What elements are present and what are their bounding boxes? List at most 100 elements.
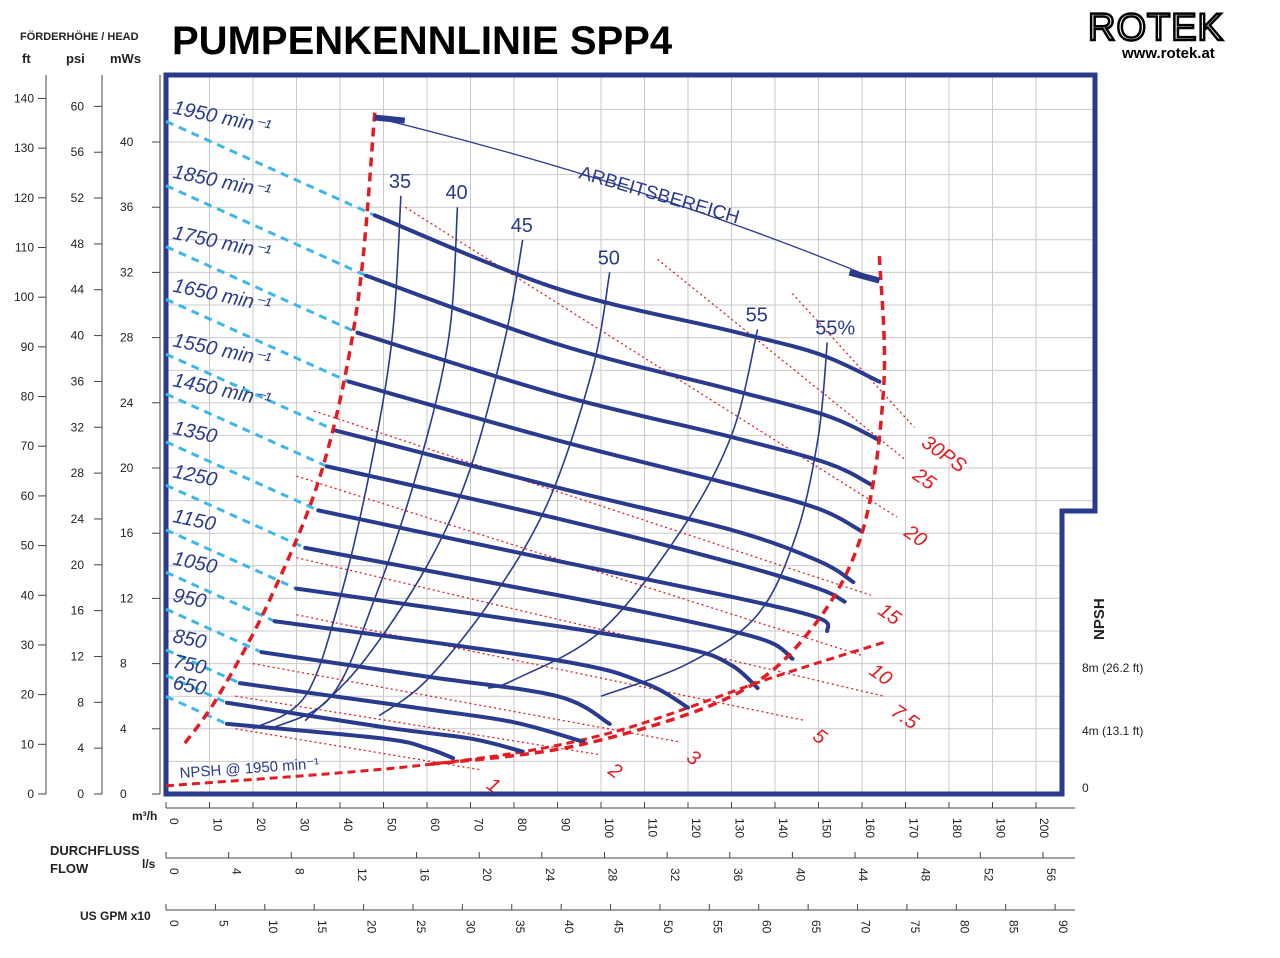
unit-gpm: US GPM x10 bbox=[80, 909, 151, 923]
gpm-tick-label: 5 bbox=[216, 920, 230, 927]
psi-tick-label: 60 bbox=[71, 99, 85, 113]
psi-tick-label: 48 bbox=[71, 237, 85, 251]
psi-tick-label: 32 bbox=[71, 420, 85, 434]
mws-tick-label: 0 bbox=[120, 787, 127, 801]
speed-curve-3 bbox=[346, 379, 864, 534]
ft-tick-label: 20 bbox=[21, 688, 35, 702]
psi-tick-label: 24 bbox=[71, 512, 85, 526]
speed-curve-10 bbox=[259, 650, 612, 726]
ft-tick-label: 100 bbox=[14, 290, 34, 304]
efficiency-curve-3 bbox=[378, 272, 611, 717]
psi-tick-label: 40 bbox=[71, 329, 85, 343]
speed-label-5: 1450 min⁻¹ bbox=[171, 369, 273, 411]
m3h-tick-label: 100 bbox=[602, 818, 616, 838]
npsh-tick-4m: 4m (13.1 ft) bbox=[1082, 724, 1143, 738]
power-label-7: 3 bbox=[682, 746, 704, 770]
npsh-1950-line bbox=[165, 640, 885, 788]
mws-tick-label: 40 bbox=[120, 135, 134, 149]
speed-dash-9 bbox=[165, 570, 276, 623]
mws-tick-label: 12 bbox=[120, 591, 134, 605]
speed-label-9: 1050 bbox=[171, 548, 219, 579]
right-limit-line bbox=[426, 256, 887, 767]
power-label-5: 7.5 bbox=[887, 700, 923, 734]
ls-tick-label: 4 bbox=[230, 868, 244, 875]
gpm-tick-label: 80 bbox=[957, 920, 971, 934]
efficiency-label-4: 55 bbox=[746, 304, 768, 326]
speed-curve-7 bbox=[303, 545, 795, 661]
psi-tick-label: 56 bbox=[71, 145, 85, 159]
mws-tick-label: 28 bbox=[120, 331, 134, 345]
ls-tick-label: 28 bbox=[605, 868, 619, 882]
ft-tick-label: 10 bbox=[21, 737, 35, 751]
head-unit-ft: ft bbox=[22, 51, 31, 66]
gpm-tick-label: 90 bbox=[1056, 920, 1070, 934]
npsh-tick-8m: 8m (26.2 ft) bbox=[1082, 661, 1143, 675]
ls-tick-label: 24 bbox=[543, 868, 557, 882]
speed-curve-13 bbox=[224, 721, 456, 761]
speed-curve-4 bbox=[333, 428, 856, 585]
speed-dash-0 bbox=[165, 120, 376, 217]
speed-curve-5 bbox=[324, 464, 847, 604]
m3h-tick-label: 110 bbox=[646, 818, 660, 837]
mws-tick-label: 32 bbox=[120, 265, 134, 279]
npsh-tick-0: 0 bbox=[1082, 781, 1089, 795]
ls-tick-label: 48 bbox=[919, 868, 933, 882]
power-line-7 bbox=[252, 662, 680, 743]
mws-tick-label: 36 bbox=[120, 200, 134, 214]
speed-curve-8 bbox=[294, 586, 760, 691]
ft-tick-label: 80 bbox=[21, 390, 35, 404]
power-line-0 bbox=[791, 293, 915, 428]
gpm-tick-label: 25 bbox=[414, 920, 428, 934]
brand-website: www.rotek.at bbox=[1121, 45, 1215, 62]
speed-curve-1 bbox=[364, 273, 882, 443]
gpm-tick-label: 35 bbox=[513, 920, 527, 934]
chart-frame bbox=[163, 72, 1098, 797]
head-unit-psi: psi bbox=[66, 51, 85, 66]
arbeitsbereich-line bbox=[374, 116, 880, 282]
speed-dash-8 bbox=[165, 528, 298, 590]
power-line-5 bbox=[296, 557, 884, 697]
ls-tick-label: 12 bbox=[355, 868, 369, 882]
efficiency-label-0: 35 bbox=[389, 171, 411, 193]
flow-label-en: FLOW bbox=[50, 861, 89, 876]
left-limit-line bbox=[181, 112, 377, 747]
ft-tick-label: 0 bbox=[27, 787, 34, 801]
m3h-tick-label: 40 bbox=[341, 818, 355, 832]
mws-tick-label: 4 bbox=[120, 722, 127, 736]
speed-label-0: 1950 min⁻¹ bbox=[171, 97, 273, 139]
m3h-tick-label: 50 bbox=[385, 818, 399, 832]
arbeitsbereich-start bbox=[374, 114, 406, 124]
gpm-tick-label: 40 bbox=[562, 920, 576, 934]
m3h-tick-label: 120 bbox=[689, 818, 703, 838]
gpm-tick-label: 0 bbox=[167, 920, 181, 927]
chart-title: PUMPENKENNLINIE SPP4 bbox=[172, 19, 673, 63]
psi-tick-label: 16 bbox=[71, 604, 85, 618]
ft-tick-label: 70 bbox=[21, 439, 35, 453]
efficiency-curve-4 bbox=[487, 329, 759, 689]
efficiency-curves bbox=[252, 195, 828, 730]
speed-extension-dashes bbox=[165, 120, 376, 726]
power-label-8: 2 bbox=[603, 758, 626, 783]
ls-tick-label: 36 bbox=[731, 868, 745, 882]
speed-dash-1 bbox=[165, 184, 367, 278]
ls-tick-label: 40 bbox=[793, 868, 807, 882]
gpm-tick-label: 85 bbox=[1007, 920, 1021, 934]
m3h-tick-label: 60 bbox=[428, 818, 442, 832]
power-label-2: 20 bbox=[899, 520, 931, 551]
efficiency-curve-2 bbox=[304, 239, 524, 722]
speed-curve-9 bbox=[272, 619, 690, 710]
m3h-tick-label: 180 bbox=[950, 818, 964, 838]
mws-tick-label: 20 bbox=[120, 461, 134, 475]
power-label-3: 15 bbox=[874, 599, 906, 630]
m3h-tick-label: 140 bbox=[776, 818, 790, 838]
bottom-axes: 0 10 20 30 40 50 60 70 80 90 100 110 120 130 140 150 160… bbox=[165, 802, 1075, 934]
ls-tick-label: 56 bbox=[1044, 868, 1058, 882]
speed-curve-2 bbox=[355, 330, 873, 487]
efficiency-label-5: 55% bbox=[815, 317, 855, 339]
speed-dash-2 bbox=[165, 245, 359, 335]
gpm-tick-label: 55 bbox=[710, 920, 724, 934]
speed-dash-5 bbox=[165, 392, 328, 468]
mws-tick-label: 16 bbox=[120, 526, 134, 540]
head-unit-mws: mWs bbox=[110, 51, 141, 66]
